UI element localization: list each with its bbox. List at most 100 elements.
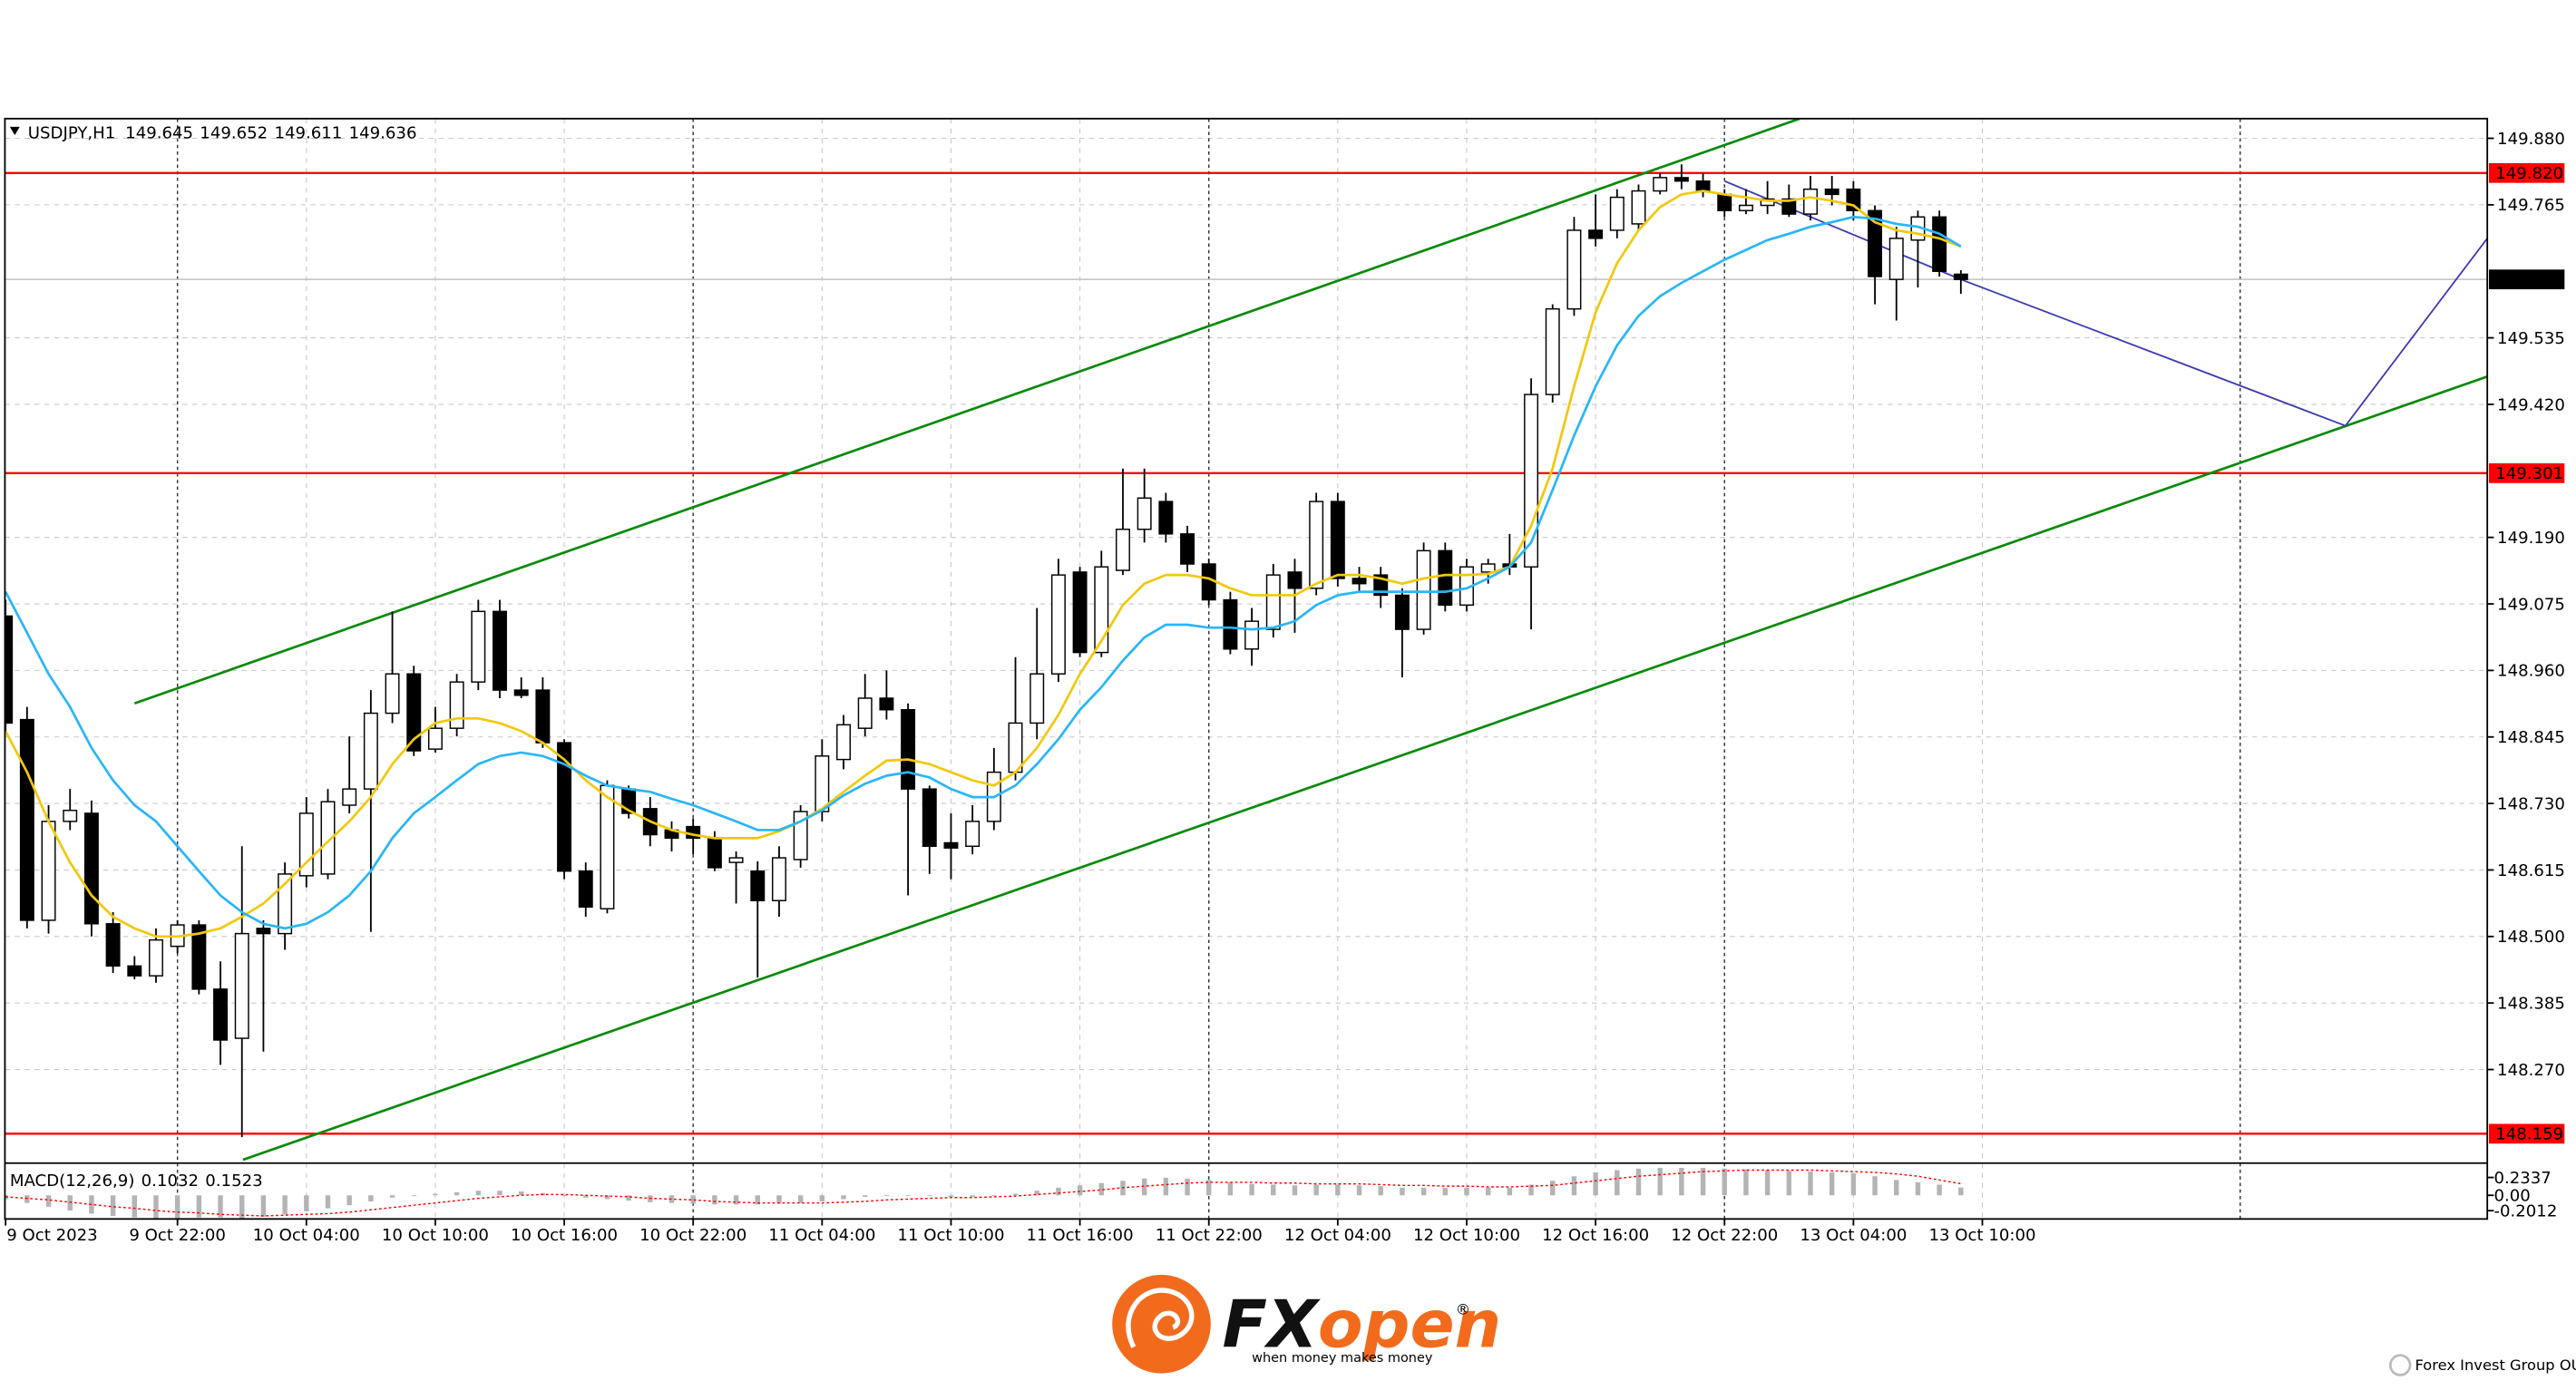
candle-body (1244, 620, 1260, 650)
level-label: 149.820 (2495, 164, 2563, 183)
candle-body (836, 724, 851, 761)
y-tick-label: 148.270 (2497, 1061, 2565, 1080)
macd-bar (1056, 1187, 1061, 1196)
candle-body (1717, 193, 1732, 211)
candle-body (191, 924, 207, 990)
candle-body (857, 697, 873, 729)
x-tick-label: 12 Oct 22:00 (1671, 1226, 1778, 1245)
candle-body (363, 712, 378, 790)
candle-body (728, 857, 744, 863)
candle-body (1265, 574, 1281, 630)
macd-bar (905, 1195, 911, 1197)
macd-title: MACD(12,26,9) (10, 1172, 135, 1191)
company-name: Forex Invest Group OU (2415, 1356, 2576, 1374)
macd-bar (1271, 1184, 1276, 1196)
macd-pane (5, 1167, 1964, 1219)
x-tick-label: 10 Oct 04:00 (253, 1226, 360, 1245)
candle-body (1115, 529, 1130, 571)
macd-bar (1850, 1172, 1857, 1196)
logo-open: open (1318, 1288, 1501, 1364)
macd-bar (583, 1195, 589, 1198)
candle-body (771, 857, 786, 901)
macd-bar (927, 1195, 932, 1197)
macd-y-tick-label: -0.2012 (2493, 1202, 2557, 1221)
candle-body (1868, 209, 1883, 277)
candle-body (578, 870, 593, 909)
macd-signal-value: 0.1523 (205, 1172, 262, 1191)
candle-body (406, 673, 422, 752)
macd-bar (45, 1195, 52, 1207)
logo-swirl (1126, 1288, 1195, 1348)
moving-average (5, 215, 1962, 930)
candle-body (965, 821, 981, 848)
candle-body (1330, 501, 1345, 579)
macd-bar (325, 1195, 331, 1209)
macd-signal (5, 1169, 1961, 1217)
macd-bar (1141, 1178, 1147, 1196)
menu-triangle (9, 126, 20, 135)
candle-body (1137, 497, 1152, 530)
macd-bar (668, 1195, 675, 1203)
candle-body (1351, 578, 1367, 585)
x-tick-label: 11 Oct 22:00 (1156, 1226, 1263, 1245)
candle-body (1309, 501, 1324, 589)
candle-body (1631, 190, 1646, 225)
header-close: 149.636 (349, 124, 417, 143)
candle-body (471, 610, 486, 683)
grid (5, 118, 2488, 1220)
candle-body (1201, 563, 1216, 601)
level-label: 149.301 (2495, 464, 2563, 483)
macd-bar (1163, 1177, 1169, 1196)
x-tick-label: 10 Oct 22:00 (639, 1226, 746, 1245)
macd-bar (89, 1195, 94, 1214)
macd-bar (196, 1195, 202, 1218)
candle-body (1158, 501, 1174, 535)
candle-body (493, 610, 507, 691)
macd-bar (153, 1195, 159, 1219)
moving-average (5, 190, 1962, 938)
macd-bar (1485, 1187, 1491, 1196)
candle-body (815, 755, 830, 812)
macd-bar (1206, 1180, 1212, 1196)
macd-bar (1700, 1167, 1706, 1196)
x-tick-label: 13 Oct 10:00 (1928, 1226, 2035, 1245)
logo-registered: ® (1456, 1300, 1470, 1317)
macd-bar (1571, 1176, 1577, 1196)
candle-body (234, 932, 249, 1039)
axes: 149.880 149.765 149.535 149.420 149.190 149.0… (5, 130, 2565, 1245)
macd-bar (1808, 1172, 1813, 1196)
candle-body (320, 801, 336, 875)
macd-bar (1894, 1180, 1899, 1196)
candle-body (105, 923, 121, 967)
candle-body (149, 938, 163, 977)
macd-bar (1615, 1170, 1620, 1196)
macd-bar (1679, 1167, 1684, 1196)
macd-bar (1420, 1187, 1427, 1196)
company-icon (2388, 1354, 2412, 1376)
macd-bar (454, 1191, 460, 1196)
y-tick-label: 149.420 (2497, 395, 2565, 414)
macd-bar (1657, 1167, 1663, 1196)
logo-fx: FX (1223, 1288, 1321, 1364)
x-tick-label: 10 Oct 10:00 (382, 1226, 489, 1245)
macd-bar (218, 1195, 223, 1218)
candle-body (1588, 229, 1604, 239)
macd-bar (475, 1191, 482, 1196)
macd-bar (841, 1195, 846, 1200)
level-label-box (2489, 162, 2565, 183)
level-label-box (2489, 1123, 2565, 1144)
macd-bar (368, 1195, 374, 1201)
macd-bar (1378, 1186, 1383, 1196)
candle-body (1008, 722, 1023, 773)
candle-body (1480, 563, 1496, 573)
macd-bar (132, 1195, 138, 1218)
candle-body (1524, 394, 1539, 568)
macd-bar (970, 1195, 975, 1197)
y-tick-label: 149.190 (2497, 529, 2565, 548)
macd-bar (67, 1195, 73, 1211)
trendline (133, 118, 1800, 705)
macd-bar (1292, 1185, 1298, 1196)
candle-body (427, 727, 443, 750)
